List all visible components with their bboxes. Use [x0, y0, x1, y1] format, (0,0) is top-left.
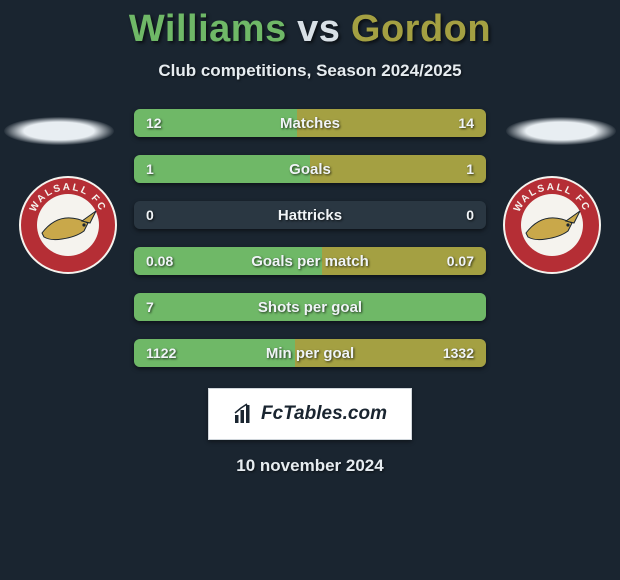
footer-logo-text: FcTables.com	[261, 403, 387, 425]
footer-logo: FcTables.com	[208, 388, 412, 440]
stats-bars: 1214Matches 11Goals 00Hattricks 0.080.07Goa…	[134, 109, 486, 385]
stat-row: 00Hattricks	[134, 201, 486, 229]
stat-row: 11221332Min per goal	[134, 339, 486, 367]
player1-shadow	[4, 117, 114, 145]
title-player2: Gordon	[351, 8, 491, 50]
chart-icon	[233, 403, 255, 425]
comparison-title: Williams vs Gordon	[0, 0, 620, 51]
stat-row: 1214Matches	[134, 109, 486, 137]
stat-label: Hattricks	[134, 201, 486, 229]
player2-club-badge: WALSALL FC	[502, 175, 602, 275]
title-vs: vs	[297, 8, 340, 50]
stat-label: Matches	[134, 109, 486, 137]
title-player1: Williams	[129, 8, 287, 50]
subtitle: Club competitions, Season 2024/2025	[0, 61, 620, 81]
stat-row: 11Goals	[134, 155, 486, 183]
player1-club-badge: WALSALL FC	[18, 175, 118, 275]
stat-label: Goals	[134, 155, 486, 183]
player2-shadow	[506, 117, 616, 145]
stat-label: Shots per goal	[134, 293, 486, 321]
stat-label: Min per goal	[134, 339, 486, 367]
stat-label: Goals per match	[134, 247, 486, 275]
footer-date: 10 november 2024	[0, 456, 620, 476]
stat-row: 7Shots per goal	[134, 293, 486, 321]
stat-row: 0.080.07Goals per match	[134, 247, 486, 275]
